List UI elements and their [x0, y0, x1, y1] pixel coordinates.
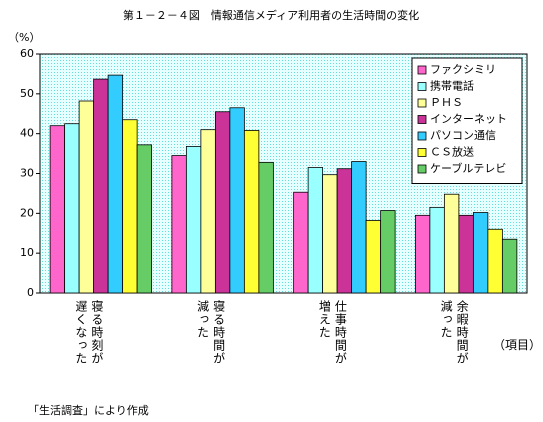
legend-swatch	[417, 98, 427, 108]
bar	[258, 161, 274, 294]
bar	[429, 206, 445, 294]
bar	[380, 210, 396, 294]
bar	[487, 228, 503, 294]
bar	[458, 214, 474, 294]
legend-swatch	[417, 131, 427, 141]
bar	[501, 238, 518, 294]
note: 「生活調査」により作成	[28, 404, 149, 417]
bar	[229, 107, 245, 294]
bar	[78, 100, 95, 294]
bar	[322, 174, 338, 294]
bar	[365, 220, 382, 294]
bar	[107, 74, 124, 294]
y-tick-label: 40	[20, 127, 34, 140]
y-tick-label: 60	[20, 47, 34, 60]
legend-swatch	[417, 164, 427, 174]
y-tick-label: 0	[27, 286, 34, 299]
bar	[49, 125, 66, 294]
legend-label: ファクシミリ	[430, 63, 496, 76]
legend-swatch	[417, 82, 427, 91]
chart-title: 第１－２－４図 情報通信メディア利用者の生活時間の変化	[123, 8, 419, 22]
y-tick-label: 20	[20, 206, 34, 219]
x-tick-label: 仕事時間が増えた	[317, 300, 348, 365]
bar	[293, 191, 309, 294]
bar	[200, 129, 216, 294]
bar	[122, 119, 138, 294]
legend-box	[411, 57, 523, 184]
bar	[64, 123, 80, 294]
legend-label: 携帯電話	[430, 79, 474, 93]
legend-swatch	[417, 148, 427, 157]
bar	[93, 78, 109, 294]
x-tick-label: 寝る時刻が遅くなった	[73, 300, 104, 365]
legend-label: インターネット	[430, 113, 507, 126]
y-tick-label: 10	[20, 246, 34, 259]
bar	[214, 111, 231, 294]
legend-swatch	[417, 115, 427, 124]
y-tick-label: 50	[20, 87, 34, 100]
legend-label: ケーブルテレビ	[430, 161, 506, 175]
bar	[336, 168, 353, 294]
x-tick-label: 余暇時間が減った	[439, 300, 470, 365]
bar	[307, 167, 324, 294]
bar	[351, 161, 367, 294]
legend-swatch	[417, 65, 427, 75]
bar	[443, 193, 460, 294]
legend-label: ＰＨＳ	[430, 96, 463, 109]
y-tick-label: 30	[20, 167, 34, 180]
bar	[472, 212, 489, 294]
bar	[136, 144, 153, 294]
y-axis-label: （%）	[8, 31, 40, 44]
legend-label: ＣＳ放送	[430, 145, 474, 159]
x-tick-label: 寝る時間が減った	[195, 300, 226, 365]
x-axis-label: （項目）	[493, 338, 542, 352]
bar	[414, 214, 431, 294]
legend-label: パソコン通信	[430, 129, 496, 142]
bar	[243, 130, 260, 294]
bar	[185, 146, 202, 294]
bar	[171, 155, 187, 294]
